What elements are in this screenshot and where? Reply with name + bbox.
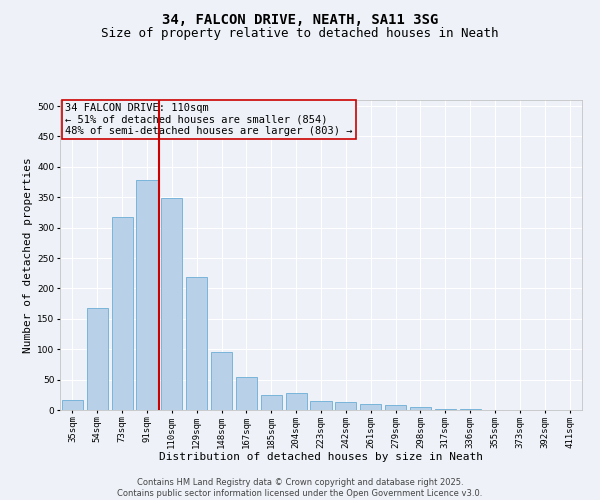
Text: 34, FALCON DRIVE, NEATH, SA11 3SG: 34, FALCON DRIVE, NEATH, SA11 3SG bbox=[162, 12, 438, 26]
Bar bbox=[161, 198, 182, 410]
Bar bbox=[335, 402, 356, 410]
Bar bbox=[62, 400, 83, 410]
Bar bbox=[211, 352, 232, 410]
Bar bbox=[360, 404, 381, 410]
Bar bbox=[112, 216, 133, 410]
Text: Size of property relative to detached houses in Neath: Size of property relative to detached ho… bbox=[101, 28, 499, 40]
Text: 34 FALCON DRIVE: 110sqm
← 51% of detached houses are smaller (854)
48% of semi-d: 34 FALCON DRIVE: 110sqm ← 51% of detache… bbox=[65, 103, 353, 136]
Bar bbox=[310, 401, 332, 410]
Bar bbox=[385, 405, 406, 410]
Y-axis label: Number of detached properties: Number of detached properties bbox=[23, 157, 33, 353]
X-axis label: Distribution of detached houses by size in Neath: Distribution of detached houses by size … bbox=[159, 452, 483, 462]
Bar bbox=[286, 393, 307, 410]
Bar bbox=[410, 407, 431, 410]
Bar bbox=[136, 180, 158, 410]
Bar bbox=[261, 395, 282, 410]
Bar bbox=[87, 308, 108, 410]
Bar bbox=[236, 376, 257, 410]
Text: Contains HM Land Registry data © Crown copyright and database right 2025.
Contai: Contains HM Land Registry data © Crown c… bbox=[118, 478, 482, 498]
Bar bbox=[186, 278, 207, 410]
Bar bbox=[435, 409, 456, 410]
